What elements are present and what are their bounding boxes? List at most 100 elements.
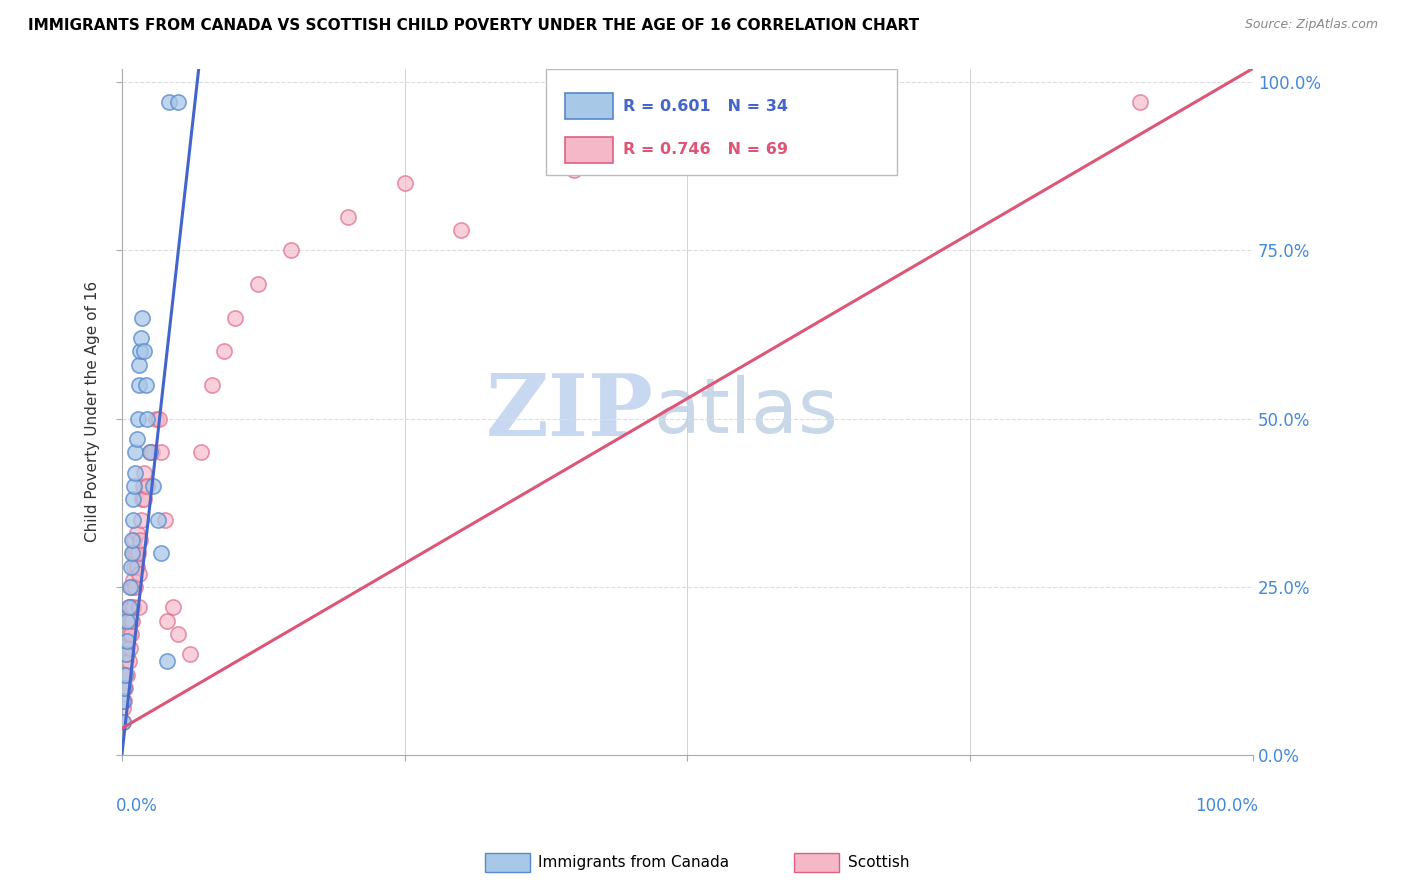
Text: Immigrants from Canada: Immigrants from Canada: [538, 855, 730, 870]
Point: [117, 600, 139, 615]
Point: [128, 600, 150, 615]
Text: 0.0%: 0.0%: [117, 797, 157, 814]
Point: [121, 614, 143, 628]
Point: [112, 648, 135, 662]
Point: [179, 648, 201, 662]
Point: [115, 614, 138, 628]
Point: [114, 667, 136, 681]
Point: [562, 162, 585, 177]
Point: [135, 378, 157, 392]
Point: [122, 546, 145, 560]
Point: [156, 654, 179, 668]
Point: [129, 344, 152, 359]
Point: [112, 694, 135, 708]
Point: [122, 600, 145, 615]
Point: [117, 614, 139, 628]
Text: Source: ZipAtlas.com: Source: ZipAtlas.com: [1244, 18, 1378, 31]
Point: [122, 574, 145, 588]
Point: [128, 566, 150, 581]
Point: [125, 559, 148, 574]
Point: [125, 432, 148, 446]
Point: [145, 411, 167, 425]
Point: [122, 479, 145, 493]
Point: [120, 559, 142, 574]
Bar: [565, 136, 613, 162]
Point: [128, 378, 150, 392]
Point: [117, 633, 139, 648]
Point: [167, 95, 190, 110]
Point: [121, 533, 143, 547]
Point: [1129, 95, 1152, 110]
Point: [111, 681, 134, 695]
Point: [120, 600, 142, 615]
Text: Scottish: Scottish: [848, 855, 910, 870]
Point: [150, 546, 173, 560]
Point: [146, 513, 169, 527]
Point: [157, 95, 180, 110]
Point: [124, 546, 146, 560]
Point: [121, 580, 143, 594]
Point: [114, 640, 136, 655]
Point: [162, 600, 184, 615]
Point: [117, 648, 139, 662]
Point: [132, 479, 155, 493]
Text: ZIP: ZIP: [485, 370, 654, 454]
Point: [111, 694, 134, 708]
Point: [142, 479, 165, 493]
Point: [118, 614, 141, 628]
Point: [111, 648, 134, 662]
Point: [167, 627, 190, 641]
Point: [394, 176, 416, 190]
Bar: [565, 94, 613, 120]
Text: R = 0.746   N = 69: R = 0.746 N = 69: [623, 142, 787, 157]
Point: [150, 445, 173, 459]
Point: [127, 411, 149, 425]
Point: [128, 358, 150, 372]
Point: [115, 654, 138, 668]
Text: 100.0%: 100.0%: [1195, 797, 1258, 814]
Point: [134, 344, 156, 359]
Point: [114, 681, 136, 695]
Point: [118, 580, 141, 594]
Point: [224, 310, 246, 325]
Point: [129, 533, 152, 547]
Point: [676, 156, 699, 170]
Point: [124, 466, 146, 480]
Point: [135, 479, 157, 493]
Point: [450, 223, 472, 237]
Point: [127, 546, 149, 560]
Point: [112, 627, 135, 641]
Point: [212, 344, 235, 359]
Point: [148, 411, 170, 425]
Point: [117, 600, 139, 615]
Point: [111, 667, 134, 681]
Point: [139, 445, 162, 459]
Point: [124, 580, 146, 594]
Y-axis label: Child Poverty Under the Age of 16: Child Poverty Under the Age of 16: [86, 281, 100, 542]
Point: [134, 492, 156, 507]
Point: [131, 310, 153, 325]
Point: [120, 580, 142, 594]
Point: [122, 559, 145, 574]
Point: [120, 627, 142, 641]
Point: [280, 244, 302, 258]
Point: [117, 627, 139, 641]
Point: [122, 513, 145, 527]
Point: [125, 526, 148, 541]
Point: [111, 714, 134, 729]
Point: [153, 513, 176, 527]
Point: [117, 654, 139, 668]
Point: [134, 466, 156, 480]
Point: [112, 681, 135, 695]
Point: [141, 445, 163, 459]
Point: [114, 667, 136, 681]
Point: [201, 378, 224, 392]
Point: [122, 492, 145, 507]
Point: [111, 714, 134, 729]
Text: atlas: atlas: [654, 375, 838, 449]
Point: [112, 667, 135, 681]
Point: [131, 492, 153, 507]
Point: [118, 640, 141, 655]
Point: [129, 331, 152, 345]
Point: [337, 210, 360, 224]
